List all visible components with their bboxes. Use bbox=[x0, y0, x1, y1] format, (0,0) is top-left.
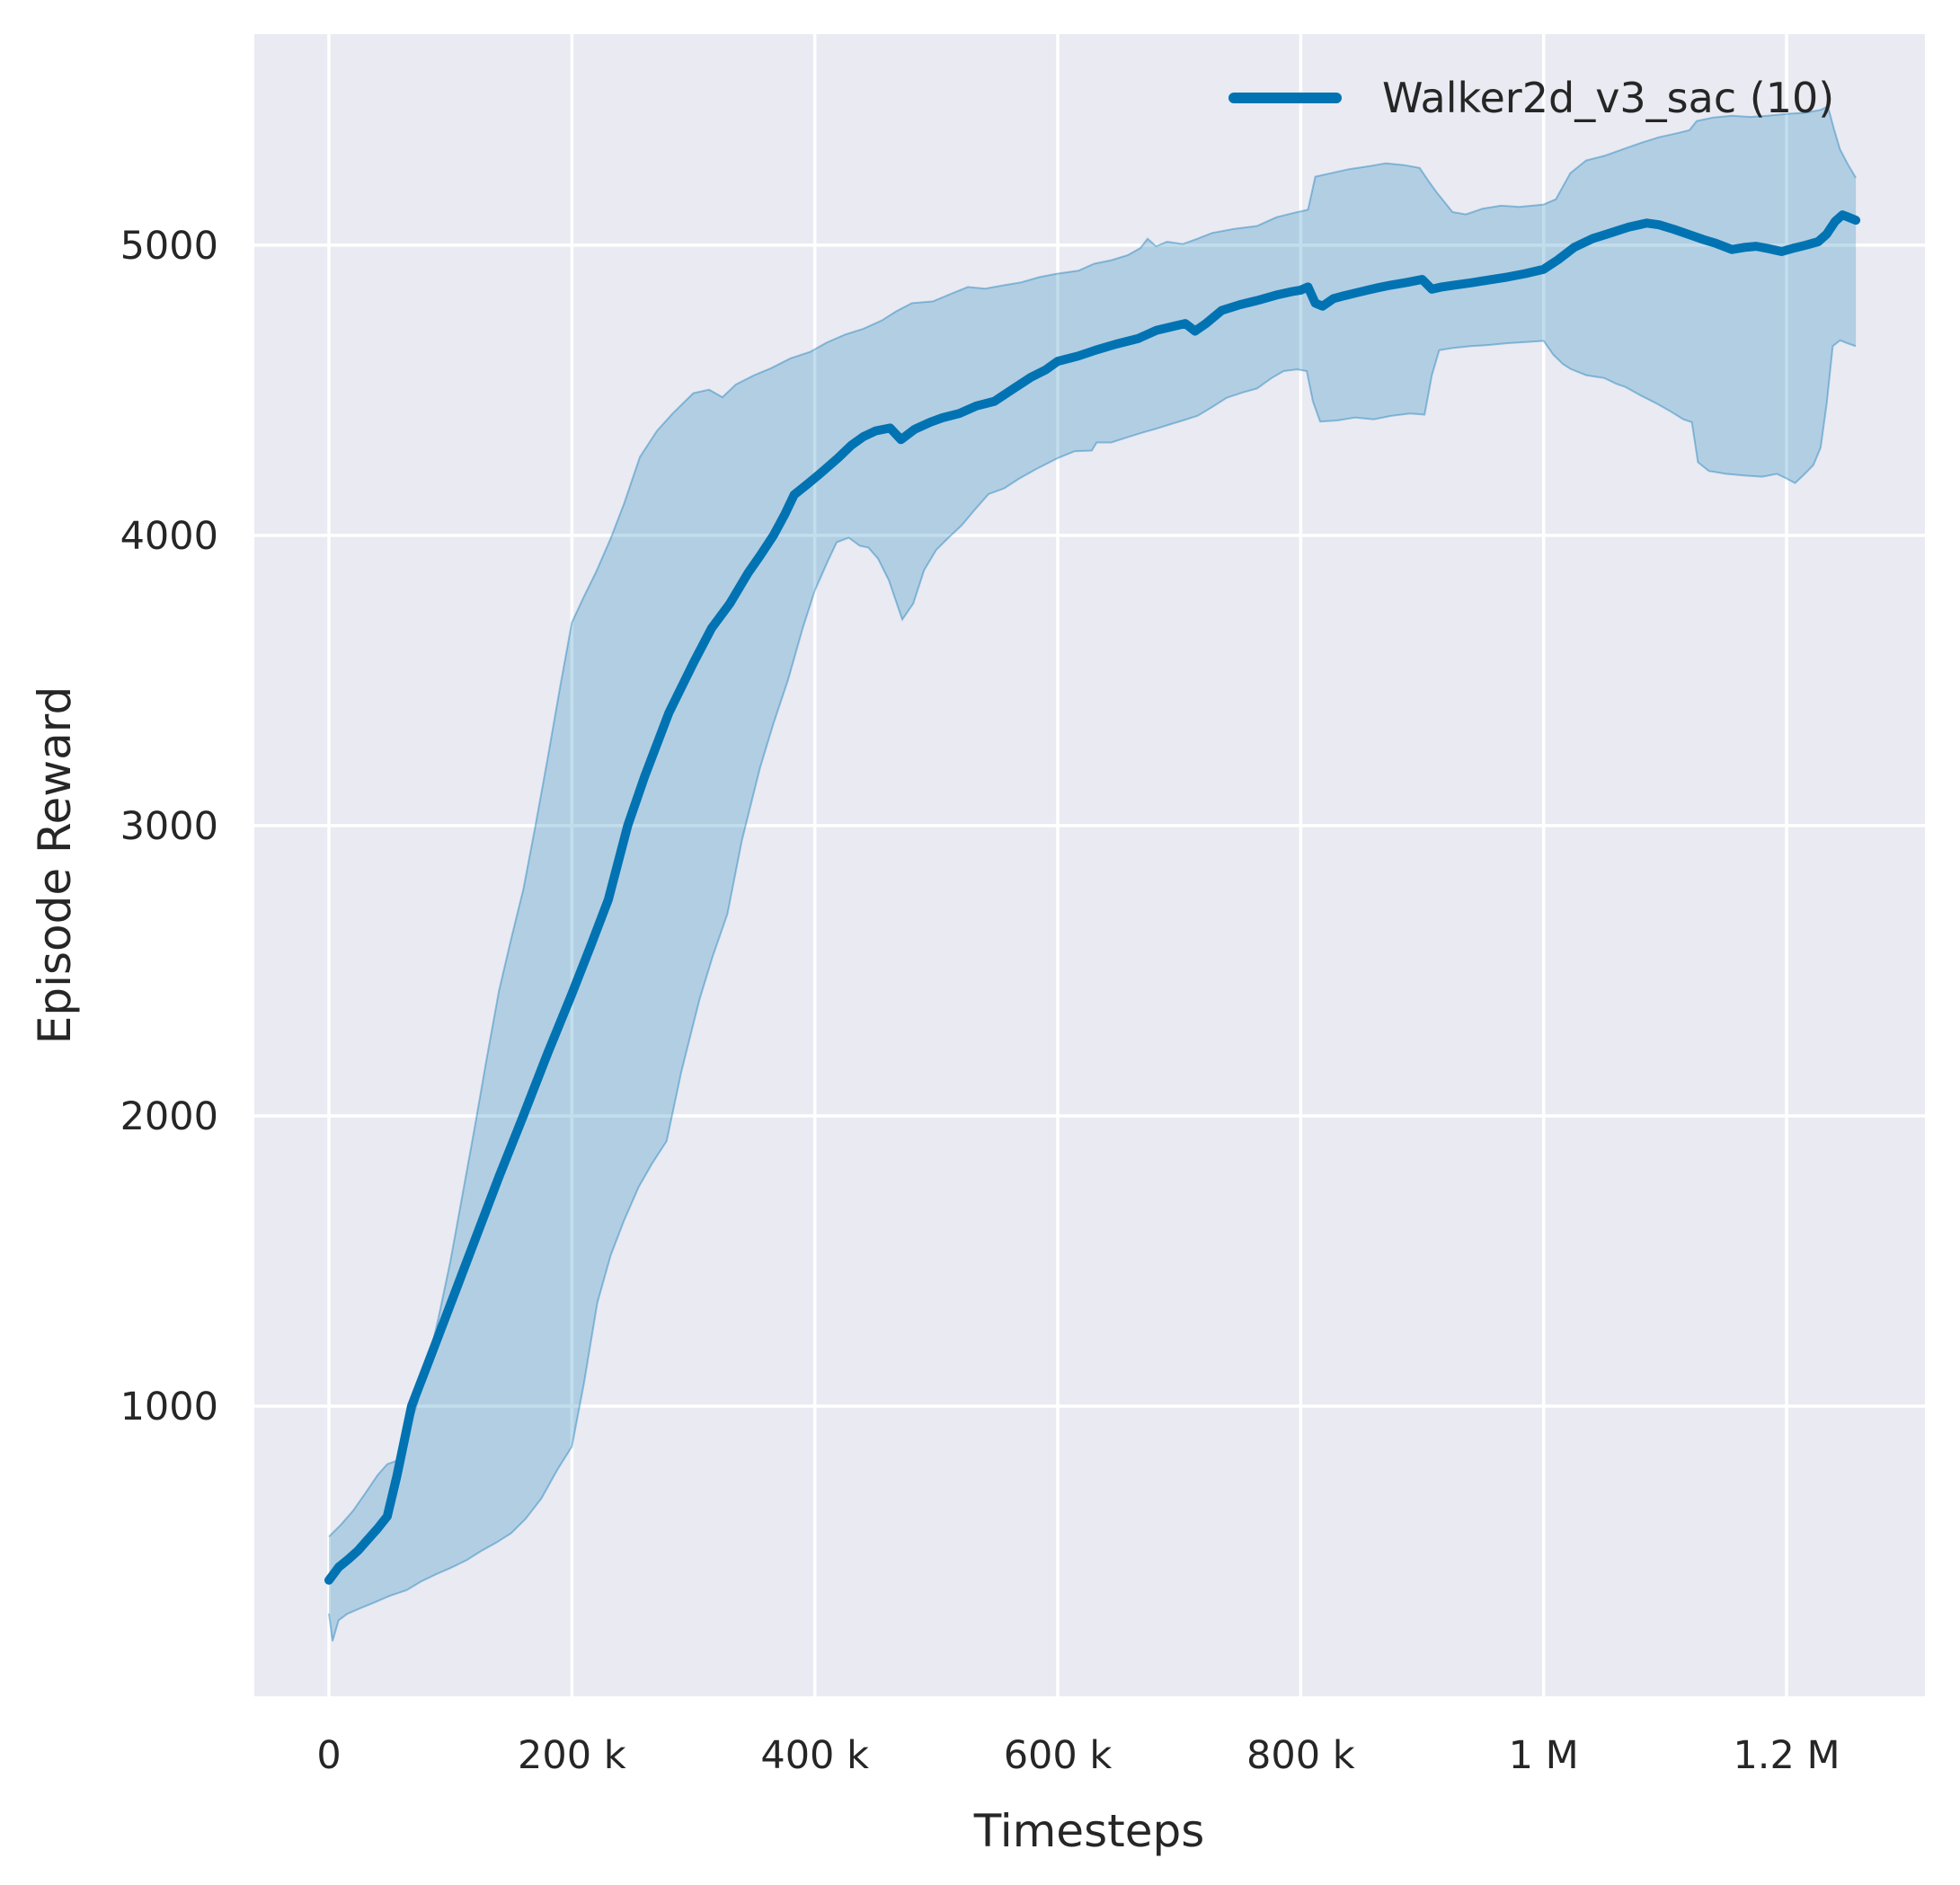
y-tick-label: 4000 bbox=[120, 514, 218, 559]
plot-area bbox=[254, 34, 1925, 1696]
gridlines bbox=[254, 34, 1925, 1696]
x-tick-label: 0 bbox=[316, 1733, 341, 1778]
x-tick-label: 1 M bbox=[1509, 1733, 1579, 1778]
x-tick-label: 800 k bbox=[1246, 1733, 1355, 1778]
x-tick-labels: 0 200 k 400 k 600 k 800 k 1 M 1.2 M bbox=[316, 1733, 1840, 1778]
y-tick-label: 5000 bbox=[120, 224, 218, 269]
x-tick-label: 600 k bbox=[1004, 1733, 1113, 1778]
x-tick-label: 400 k bbox=[760, 1733, 869, 1778]
confidence-band-lower-edge bbox=[328, 339, 1857, 1642]
confidence-band bbox=[328, 104, 1857, 1642]
x-axis-label: Timesteps bbox=[973, 1805, 1205, 1857]
x-tick-label: 1.2 M bbox=[1733, 1733, 1840, 1778]
legend: Walker2d_v3_sac (10) bbox=[1228, 74, 1834, 122]
y-tick-label: 3000 bbox=[120, 804, 218, 849]
x-tick-label: 200 k bbox=[518, 1733, 626, 1778]
y-axis-label: Episode Reward bbox=[29, 686, 81, 1044]
confidence-band-fill bbox=[329, 106, 1857, 1642]
y-tick-label: 2000 bbox=[120, 1094, 218, 1139]
y-tick-labels: 1000 2000 3000 4000 5000 bbox=[120, 224, 218, 1429]
confidence-band-upper-edge bbox=[328, 104, 1857, 1538]
legend-label: Walker2d_v3_sac (10) bbox=[1382, 74, 1834, 122]
y-tick-label: 1000 bbox=[120, 1385, 218, 1429]
mean-line bbox=[324, 210, 1861, 1585]
